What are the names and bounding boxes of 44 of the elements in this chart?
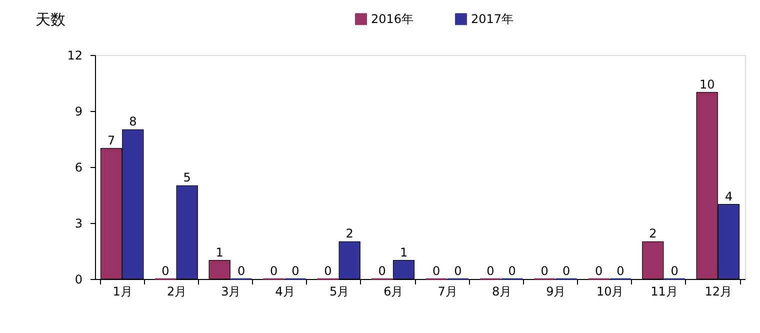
legend-label: 2017年 [471, 12, 514, 26]
data-label: 4 [724, 189, 733, 204]
y-tick-label: 12 [67, 48, 82, 62]
data-label: 5 [183, 170, 191, 185]
data-label: 2 [346, 226, 354, 241]
x-tick-label: 12月 [704, 284, 732, 298]
x-tick-label: 11月 [650, 284, 678, 298]
data-label: 1 [216, 245, 224, 260]
y-tick-label: 0 [74, 272, 82, 286]
data-label: 0 [432, 264, 440, 278]
x-tick-label: 2月 [166, 284, 187, 298]
data-label: 1 [400, 245, 408, 260]
x-tick-label: 5月 [329, 284, 350, 298]
data-label: 0 [292, 264, 300, 278]
x-tick-label: 8月 [492, 284, 512, 298]
data-label: 0 [162, 264, 170, 278]
legend-label: 2016年 [371, 12, 414, 26]
data-label: 0 [670, 264, 678, 278]
x-tick-label: 4月 [275, 284, 295, 298]
data-label: 0 [270, 264, 278, 278]
y-axis-title: 天数 [36, 10, 66, 28]
data-label: 8 [129, 114, 137, 129]
x-tick-label: 7月 [438, 284, 458, 298]
y-tick-label: 9 [74, 104, 82, 118]
data-label: 0 [378, 264, 386, 278]
data-label: 0 [616, 264, 624, 278]
data-label: 2 [649, 226, 657, 241]
data-label: 0 [324, 264, 332, 278]
data-label: 0 [454, 264, 462, 278]
data-label: 0 [237, 264, 246, 278]
data-label: 10 [699, 77, 715, 92]
x-tick-label: 6月 [384, 284, 404, 298]
data-label: 0 [486, 264, 494, 278]
data-label: 0 [508, 264, 516, 278]
x-tick-label: 10月 [596, 284, 624, 298]
x-tick-label: 1月 [112, 284, 132, 298]
data-label: 0 [540, 264, 548, 278]
data-label: 0 [594, 264, 603, 278]
x-tick-label: 3月 [221, 284, 241, 298]
y-tick-label: 3 [74, 216, 82, 230]
y-tick-label: 6 [74, 160, 82, 174]
data-label: 0 [562, 264, 570, 278]
data-label: 7 [107, 133, 116, 148]
x-tick-label: 9月 [546, 284, 566, 298]
